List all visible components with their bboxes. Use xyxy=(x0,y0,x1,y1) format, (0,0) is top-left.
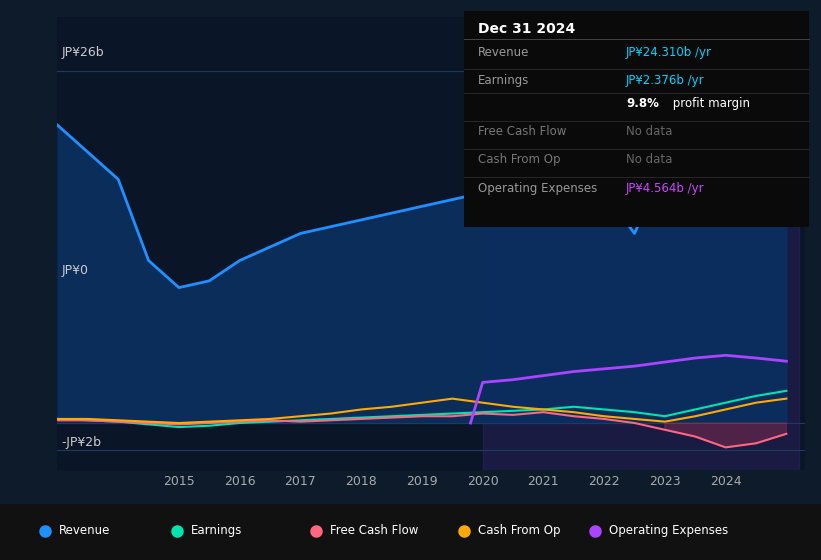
Text: Dec 31 2024: Dec 31 2024 xyxy=(478,22,575,36)
Text: No data: No data xyxy=(626,125,672,138)
Text: JP¥4.564b /yr: JP¥4.564b /yr xyxy=(626,181,704,194)
Text: Revenue: Revenue xyxy=(59,524,111,538)
Text: profit margin: profit margin xyxy=(669,97,750,110)
Text: Free Cash Flow: Free Cash Flow xyxy=(478,125,566,138)
Text: Revenue: Revenue xyxy=(478,46,529,59)
Text: Earnings: Earnings xyxy=(478,74,529,87)
Text: JP¥2.376b /yr: JP¥2.376b /yr xyxy=(626,74,704,87)
Text: Earnings: Earnings xyxy=(190,524,242,538)
Text: Operating Expenses: Operating Expenses xyxy=(478,181,597,194)
Bar xyxy=(483,17,799,470)
Text: JP¥0: JP¥0 xyxy=(62,264,88,277)
Text: Operating Expenses: Operating Expenses xyxy=(609,524,728,538)
Text: No data: No data xyxy=(626,153,672,166)
Text: -JP¥2b: -JP¥2b xyxy=(62,436,101,449)
Text: JP¥26b: JP¥26b xyxy=(62,46,103,59)
Text: Free Cash Flow: Free Cash Flow xyxy=(330,524,419,538)
Text: JP¥24.310b /yr: JP¥24.310b /yr xyxy=(626,46,712,59)
Text: 9.8%: 9.8% xyxy=(626,97,658,110)
Text: Cash From Op: Cash From Op xyxy=(478,524,560,538)
Text: Cash From Op: Cash From Op xyxy=(478,153,560,166)
